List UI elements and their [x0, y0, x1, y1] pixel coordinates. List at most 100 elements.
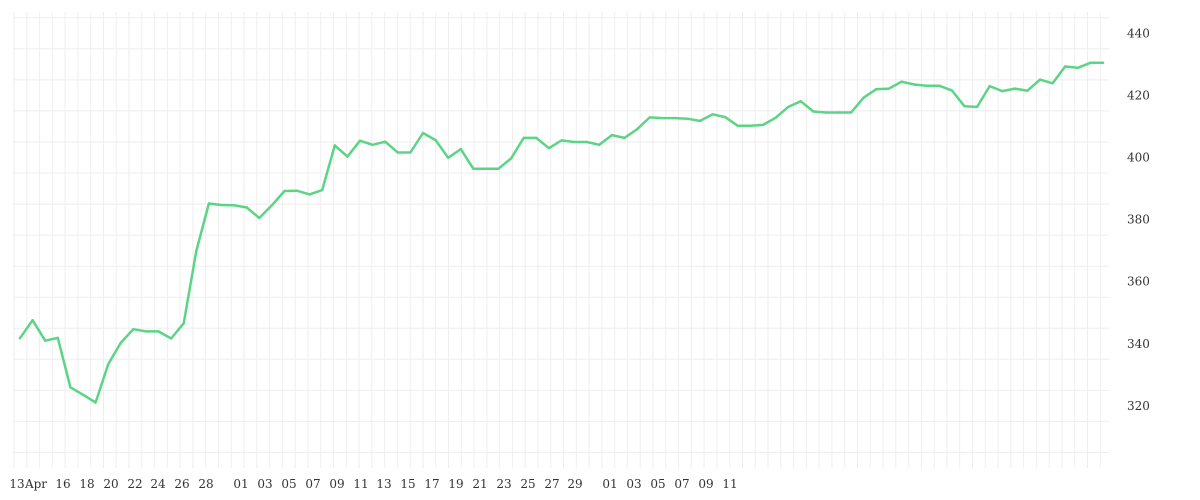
- data-point: [421, 131, 425, 135]
- data-point: [56, 336, 59, 340]
- data-point: [484, 167, 488, 170]
- data-point: [195, 249, 198, 253]
- series-line: [18, 61, 1105, 404]
- data-point: [144, 330, 148, 333]
- data-point: [409, 151, 412, 154]
- y-tick-label: 400: [1127, 151, 1150, 165]
- data-point: [925, 84, 928, 88]
- data-point: [661, 116, 664, 120]
- data-point: [18, 337, 22, 340]
- data-point: [245, 206, 248, 209]
- x-tick-label: 29: [567, 477, 582, 491]
- x-tick-label: 16: [55, 477, 70, 491]
- data-point: [119, 341, 122, 345]
- data-point: [1013, 87, 1016, 90]
- x-tick-label: 25: [520, 477, 535, 491]
- x-tick-label: 05: [281, 477, 296, 491]
- data-point: [711, 113, 714, 116]
- data-point: [950, 89, 954, 92]
- data-point: [308, 193, 311, 196]
- data-point: [610, 133, 614, 137]
- data-point: [232, 204, 236, 207]
- data-point: [44, 339, 47, 342]
- data-point: [94, 401, 97, 404]
- data-point: [434, 138, 437, 142]
- x-tick-label: 13: [9, 477, 24, 491]
- x-tick-label: Apr: [24, 477, 47, 491]
- data-point: [837, 111, 840, 114]
- data-point: [824, 111, 828, 114]
- data-point: [1076, 66, 1080, 70]
- x-tick-label: 23: [496, 477, 511, 491]
- y-tick-label: 380: [1127, 213, 1150, 227]
- data-point: [497, 167, 500, 170]
- data-point: [459, 147, 462, 151]
- data-point: [509, 157, 513, 160]
- data-point: [295, 189, 299, 192]
- data-point: [346, 155, 349, 158]
- data-point: [535, 136, 538, 140]
- data-point: [761, 123, 765, 127]
- x-tick-label: 09: [698, 477, 713, 491]
- data-point: [220, 203, 223, 207]
- data-point: [799, 100, 802, 103]
- data-point: [182, 322, 185, 325]
- data-point: [472, 167, 475, 170]
- data-point: [1001, 89, 1004, 93]
- x-tick-label: 24: [150, 477, 166, 491]
- data-point: [572, 140, 576, 144]
- data-point: [623, 136, 626, 140]
- data-point: [875, 88, 878, 91]
- data-point: [938, 84, 941, 88]
- y-tick-label: 420: [1127, 88, 1150, 102]
- data-point: [598, 143, 601, 146]
- x-tick-label: 09: [329, 477, 344, 491]
- x-tick-label: 21: [472, 477, 487, 491]
- data-point: [736, 124, 739, 128]
- data-point: [321, 188, 324, 192]
- data-point: [698, 119, 702, 123]
- x-tick-label: 13: [376, 477, 391, 491]
- data-point: [585, 140, 588, 144]
- data-point: [522, 136, 525, 140]
- data-point: [975, 105, 979, 109]
- x-tick-label: 03: [257, 477, 272, 491]
- series-layer: [18, 61, 1105, 404]
- data-point: [69, 386, 72, 389]
- data-point: [1038, 78, 1042, 81]
- data-point: [107, 363, 110, 366]
- x-tick-label: 07: [305, 477, 320, 491]
- data-point: [1101, 61, 1105, 64]
- data-point: [132, 328, 135, 331]
- data-point: [207, 202, 211, 205]
- x-tick-label: 15: [400, 477, 415, 491]
- x-tick-label: 26: [174, 477, 189, 491]
- x-tick-label: 01: [233, 477, 248, 491]
- data-point: [81, 393, 85, 396]
- data-point: [1064, 65, 1067, 68]
- data-point: [157, 330, 160, 333]
- data-point: [1051, 82, 1054, 85]
- x-tick-label: 11: [722, 477, 737, 491]
- data-point: [774, 116, 777, 120]
- y-axis: 320 340 360 380 400 420 440: [1127, 26, 1150, 413]
- data-point: [447, 156, 450, 159]
- data-point: [270, 204, 274, 207]
- data-point: [749, 124, 752, 128]
- x-tick-label: 11: [353, 477, 368, 491]
- data-point: [724, 115, 727, 119]
- x-tick-label: 20: [103, 477, 118, 491]
- y-tick-label: 360: [1127, 275, 1150, 289]
- data-point: [912, 83, 916, 86]
- x-tick-label: 17: [424, 477, 439, 491]
- chart-grid: [13, 12, 1109, 468]
- data-point: [169, 337, 173, 340]
- y-tick-label: 340: [1127, 337, 1150, 351]
- data-point: [1026, 89, 1029, 92]
- x-tick-label: 01: [602, 477, 617, 491]
- x-tick-label: 18: [79, 477, 94, 491]
- x-tick-label: 27: [544, 477, 559, 491]
- x-tick-label: 03: [626, 477, 641, 491]
- data-point: [812, 110, 815, 113]
